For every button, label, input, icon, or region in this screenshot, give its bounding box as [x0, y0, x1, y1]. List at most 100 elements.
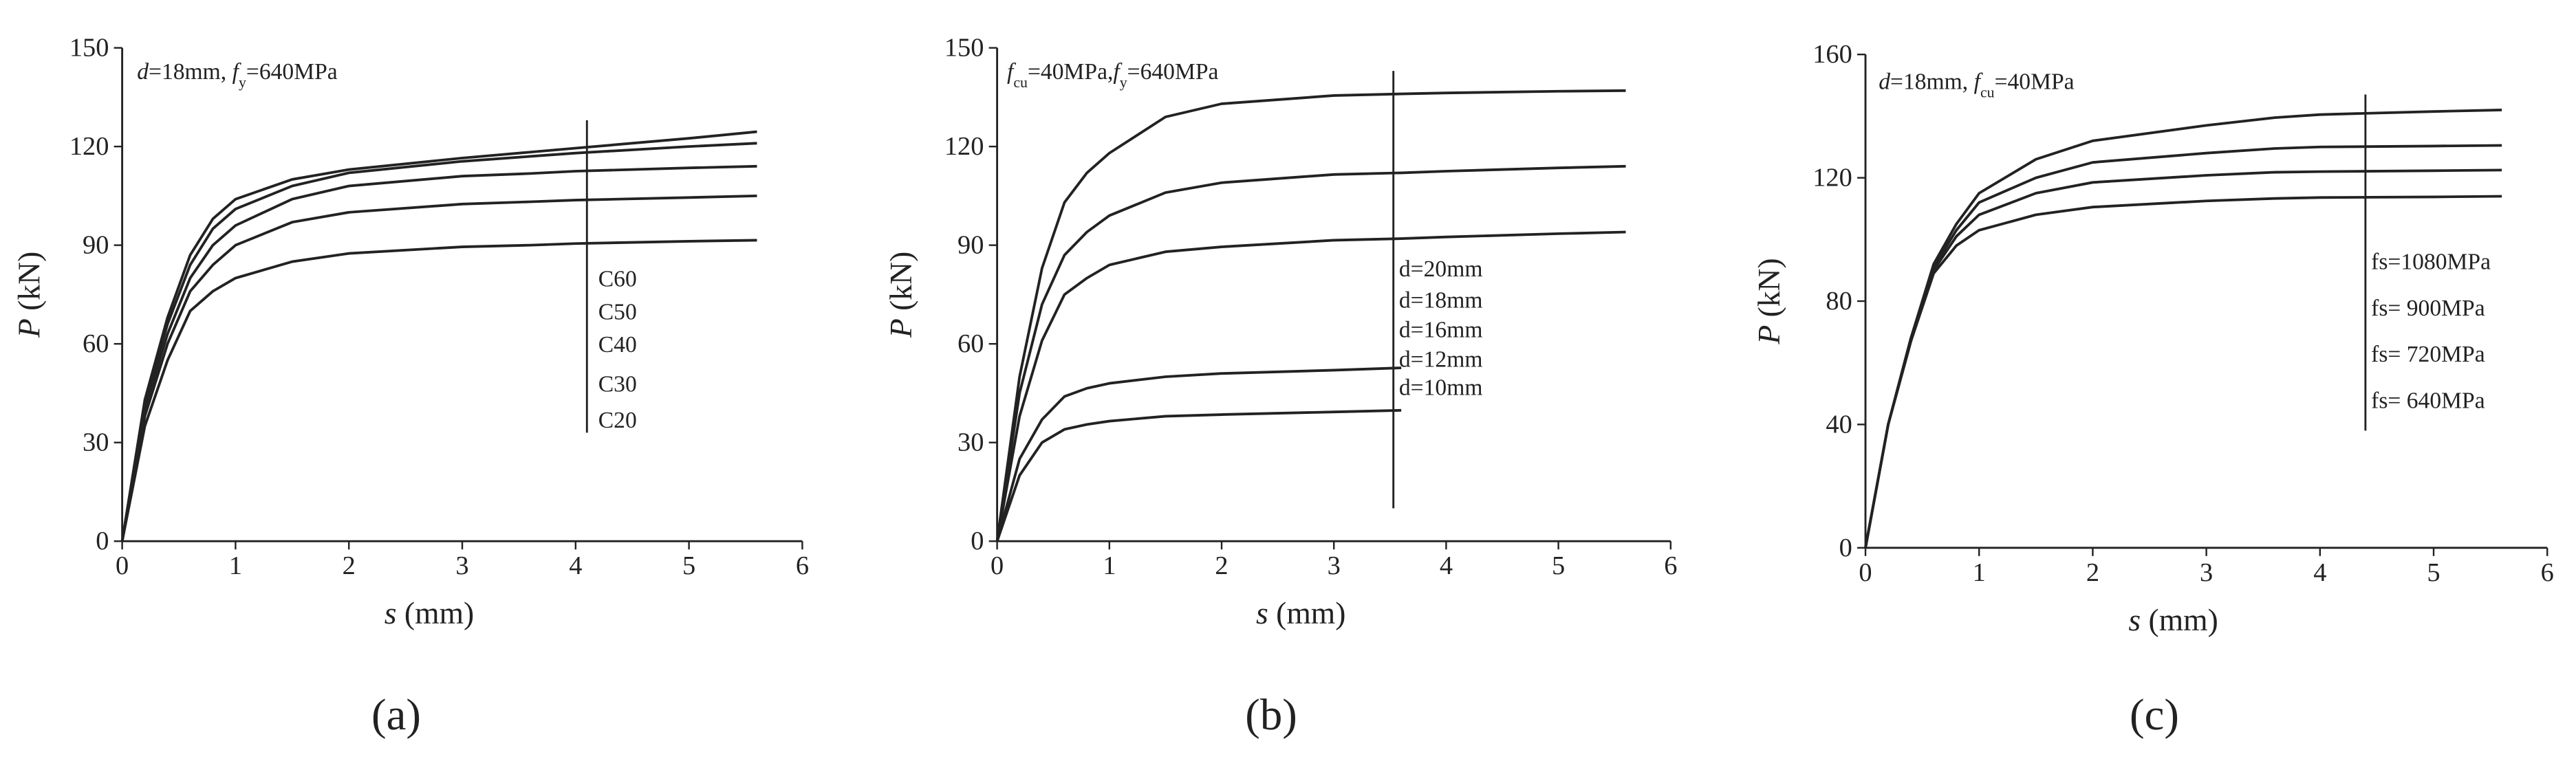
annotation: fcu=40MPa,fy=640MPa	[1007, 59, 1219, 91]
x-tick-label: 5	[1552, 551, 1565, 580]
x-tick-label: 6	[2541, 558, 2554, 587]
text-part: (kN)	[12, 252, 47, 319]
y-axis-label: P (kN)	[12, 252, 47, 338]
y-tick-label: 120	[69, 132, 109, 161]
series-line	[995, 230, 1626, 542]
y-tick-label: 0	[96, 527, 109, 556]
text-part: d	[137, 59, 149, 85]
x-tick-label: 4	[1440, 551, 1453, 580]
y-tick-label: 90	[957, 231, 984, 260]
legend-label: fs=1080MPa	[2371, 250, 2491, 275]
y-tick-label: 30	[957, 428, 984, 457]
legend-label: C60	[598, 266, 637, 292]
x-axis-label: s (mm)	[385, 595, 474, 630]
x-tick-label: 1	[1103, 551, 1116, 580]
y-tick-label: 80	[1826, 287, 1852, 316]
y-tick-label: 160	[1812, 40, 1852, 69]
x-tick-label: 1	[1973, 558, 1986, 587]
legend-label: d=12mm	[1399, 347, 1483, 373]
y-axis-label: P (kN)	[1751, 258, 1786, 344]
legend-label: fs= 900MPa	[2371, 296, 2485, 321]
y-tick-label: 150	[944, 34, 984, 63]
text-part: y	[239, 74, 246, 91]
legend-label: d=16mm	[1399, 318, 1483, 343]
x-tick-label: 4	[2313, 558, 2326, 587]
x-tick-label: 2	[2086, 558, 2099, 587]
series-line	[995, 89, 1626, 542]
series-line	[995, 164, 1626, 542]
legend-label: d=10mm	[1399, 375, 1483, 400]
text-part: =18mm,	[149, 59, 232, 85]
legend-label: fs= 640MPa	[2371, 388, 2485, 414]
series-line	[120, 142, 757, 542]
panel-label: (a)	[371, 690, 421, 740]
text-part: cu	[1980, 85, 1995, 101]
x-tick-label: 2	[343, 551, 356, 580]
x-tick-label: 3	[455, 551, 468, 580]
x-tick-label: 0	[991, 551, 1004, 580]
x-tick-label: 6	[1664, 551, 1677, 580]
y-tick-label: 120	[1812, 164, 1852, 192]
y-tick-label: 60	[957, 329, 984, 358]
legend-label: C30	[598, 372, 637, 397]
text-part: cu	[1013, 74, 1028, 91]
text-part: s	[385, 595, 397, 630]
legend-label: C20	[598, 408, 637, 433]
x-tick-label: 3	[1328, 551, 1341, 580]
x-tick-label: 5	[682, 551, 695, 580]
text-part: (mm)	[2141, 602, 2218, 637]
y-tick-label: 40	[1826, 410, 1852, 439]
legend-label: fs= 720MPa	[2371, 342, 2485, 367]
y-tick-label: 60	[83, 329, 109, 358]
series-line	[1864, 195, 2502, 549]
x-tick-label: 0	[116, 551, 129, 580]
series-line	[120, 239, 757, 542]
text-part: =18mm,	[1890, 69, 1974, 95]
series-line	[120, 130, 757, 542]
panel-label: (c)	[2130, 690, 2179, 740]
text-part: s	[1256, 595, 1268, 630]
y-axis-label: P (kN)	[883, 252, 918, 338]
x-tick-label: 5	[2427, 558, 2440, 587]
text-part: (mm)	[1268, 595, 1346, 630]
y-tick-label: 0	[971, 527, 984, 556]
text-part: =640MPa	[1127, 59, 1219, 85]
x-axis-label: s (mm)	[1256, 595, 1345, 630]
annotation: d=18mm, fcu=40MPa	[1879, 69, 2074, 101]
y-tick-label: 150	[69, 34, 109, 63]
text-part: (kN)	[883, 252, 918, 319]
text-part: P	[12, 318, 47, 338]
legend-label: C40	[598, 332, 637, 358]
text-part: =40MPa,	[1028, 59, 1113, 85]
x-tick-label: 1	[229, 551, 242, 580]
legend-label: d=20mm	[1399, 256, 1483, 282]
series-line	[995, 366, 1402, 542]
text-part: =40MPa	[1995, 69, 2075, 95]
text-part: d	[1879, 69, 1890, 95]
text-part: =640MPa	[246, 59, 338, 85]
annotation: d=18mm, fy=640MPa	[137, 59, 338, 91]
series-line	[995, 408, 1402, 542]
text-part: (kN)	[1751, 258, 1786, 325]
legend-label: d=18mm	[1399, 288, 1483, 314]
y-tick-label: 90	[83, 231, 109, 260]
text-part: P	[1751, 325, 1786, 345]
x-tick-label: 4	[569, 551, 582, 580]
text-part: s	[2128, 602, 2141, 637]
legend-label: C50	[598, 299, 637, 324]
x-tick-label: 2	[1215, 551, 1228, 580]
series-line	[120, 164, 757, 542]
text-part: P	[883, 318, 918, 338]
x-tick-label: 6	[796, 551, 809, 580]
x-tick-label: 3	[2200, 558, 2213, 587]
series-line	[120, 194, 757, 542]
y-tick-label: 30	[83, 428, 109, 457]
text-part: y	[1120, 74, 1127, 91]
y-tick-label: 0	[1839, 534, 1852, 562]
x-tick-label: 0	[1859, 558, 1872, 587]
y-tick-label: 120	[944, 132, 984, 161]
x-axis-label: s (mm)	[2128, 602, 2218, 637]
text-part: (mm)	[397, 595, 475, 630]
